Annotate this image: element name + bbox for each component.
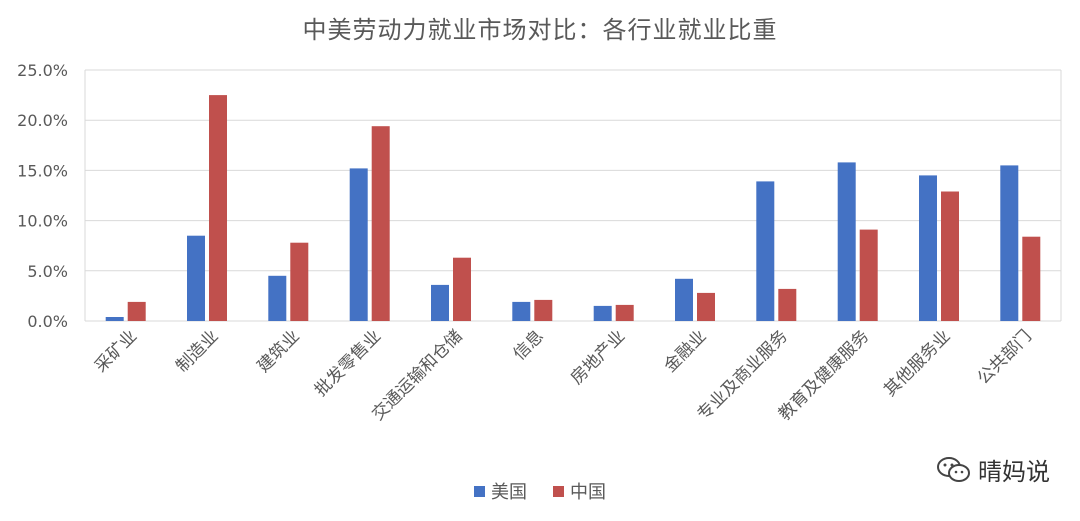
bar-us	[268, 275, 287, 321]
bar-china	[697, 292, 715, 321]
x-category-label: 其他服务业	[880, 326, 954, 400]
y-tick-label: 15.0%	[17, 161, 68, 180]
x-category-label: 房地产业	[567, 326, 629, 388]
watermark: 晴妈说	[936, 452, 1050, 487]
bar-us	[756, 181, 775, 321]
bar-china	[941, 191, 959, 321]
bar-us	[675, 278, 693, 321]
bar-china	[371, 126, 390, 321]
bar-us	[349, 168, 368, 321]
bar-us	[919, 175, 937, 321]
x-category-label: 信息	[510, 326, 548, 364]
bar-china	[1022, 236, 1041, 321]
bar-china	[127, 301, 146, 321]
x-category-label: 批发零售业	[311, 326, 385, 400]
y-tick-label: 25.0%	[17, 61, 68, 80]
y-tick-label: 5.0%	[27, 262, 68, 281]
x-category-label: 建筑业	[254, 326, 304, 376]
bar-us	[593, 305, 612, 321]
wechat-icon	[937, 456, 970, 482]
bar-china	[290, 242, 309, 321]
bar-china	[209, 95, 227, 321]
bar-us	[105, 317, 124, 321]
watermark-text: 晴妈说	[978, 458, 1050, 486]
bar-china	[534, 299, 553, 321]
legend-label-us: 美国	[491, 482, 527, 503]
x-category-label: 金融业	[660, 326, 710, 376]
gridlines	[85, 69, 1061, 322]
x-category-label: 制造业	[172, 326, 222, 376]
legend-item-us: 美国	[474, 478, 527, 504]
bar-china	[859, 229, 878, 321]
bar-china	[453, 257, 471, 321]
x-category-label: 采矿业	[91, 326, 141, 376]
x-category-label: 公共部门	[974, 326, 1036, 388]
y-tick-label: 20.0%	[17, 111, 68, 130]
legend-item-china: 中国	[553, 478, 606, 504]
chart-title: 中美劳动力就业市场对比：各行业就业比重	[302, 16, 778, 44]
legend-swatch-us	[474, 485, 485, 497]
bar-china	[615, 304, 634, 321]
bar-china	[778, 288, 797, 321]
bar-us	[1000, 165, 1019, 321]
bar-us	[512, 301, 531, 321]
bars	[105, 95, 1041, 321]
legend-swatch-china	[553, 485, 564, 497]
bar-us	[837, 162, 856, 321]
bar-us	[187, 235, 205, 321]
legend-label-china: 中国	[570, 482, 606, 503]
y-tick-label: 0.0%	[27, 312, 68, 331]
y-axis-tick-labels: 0.0% 5.0% 10.0% 15.0% 20.0% 25.0%	[17, 61, 68, 331]
bar-us	[431, 284, 449, 321]
y-tick-label: 10.0%	[17, 212, 68, 231]
legend: 美国 中国	[0, 478, 1080, 504]
